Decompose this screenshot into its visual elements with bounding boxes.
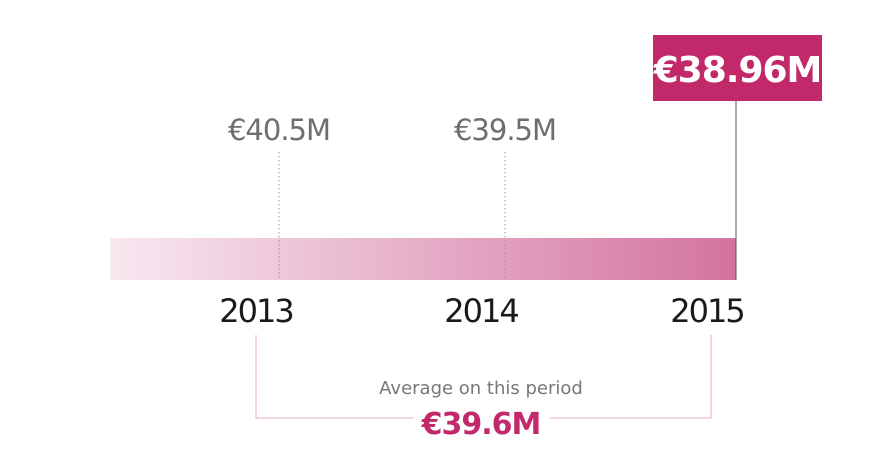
average-bracket — [255, 335, 712, 419]
year-label-2015: 2015 — [670, 292, 743, 330]
year-label-2014: 2014 — [444, 292, 518, 330]
year-label-2013: 2013 — [219, 292, 292, 330]
value-label-2015: €38.96M — [653, 50, 822, 91]
value-label-2014: €39.5M — [454, 113, 556, 147]
average-value: €39.6M — [421, 407, 541, 442]
value-label-2013: €40.5M — [228, 113, 330, 147]
timeline-bar — [110, 238, 736, 280]
average-caption: Average on this period — [379, 378, 583, 399]
current-value-box — [653, 35, 822, 101]
